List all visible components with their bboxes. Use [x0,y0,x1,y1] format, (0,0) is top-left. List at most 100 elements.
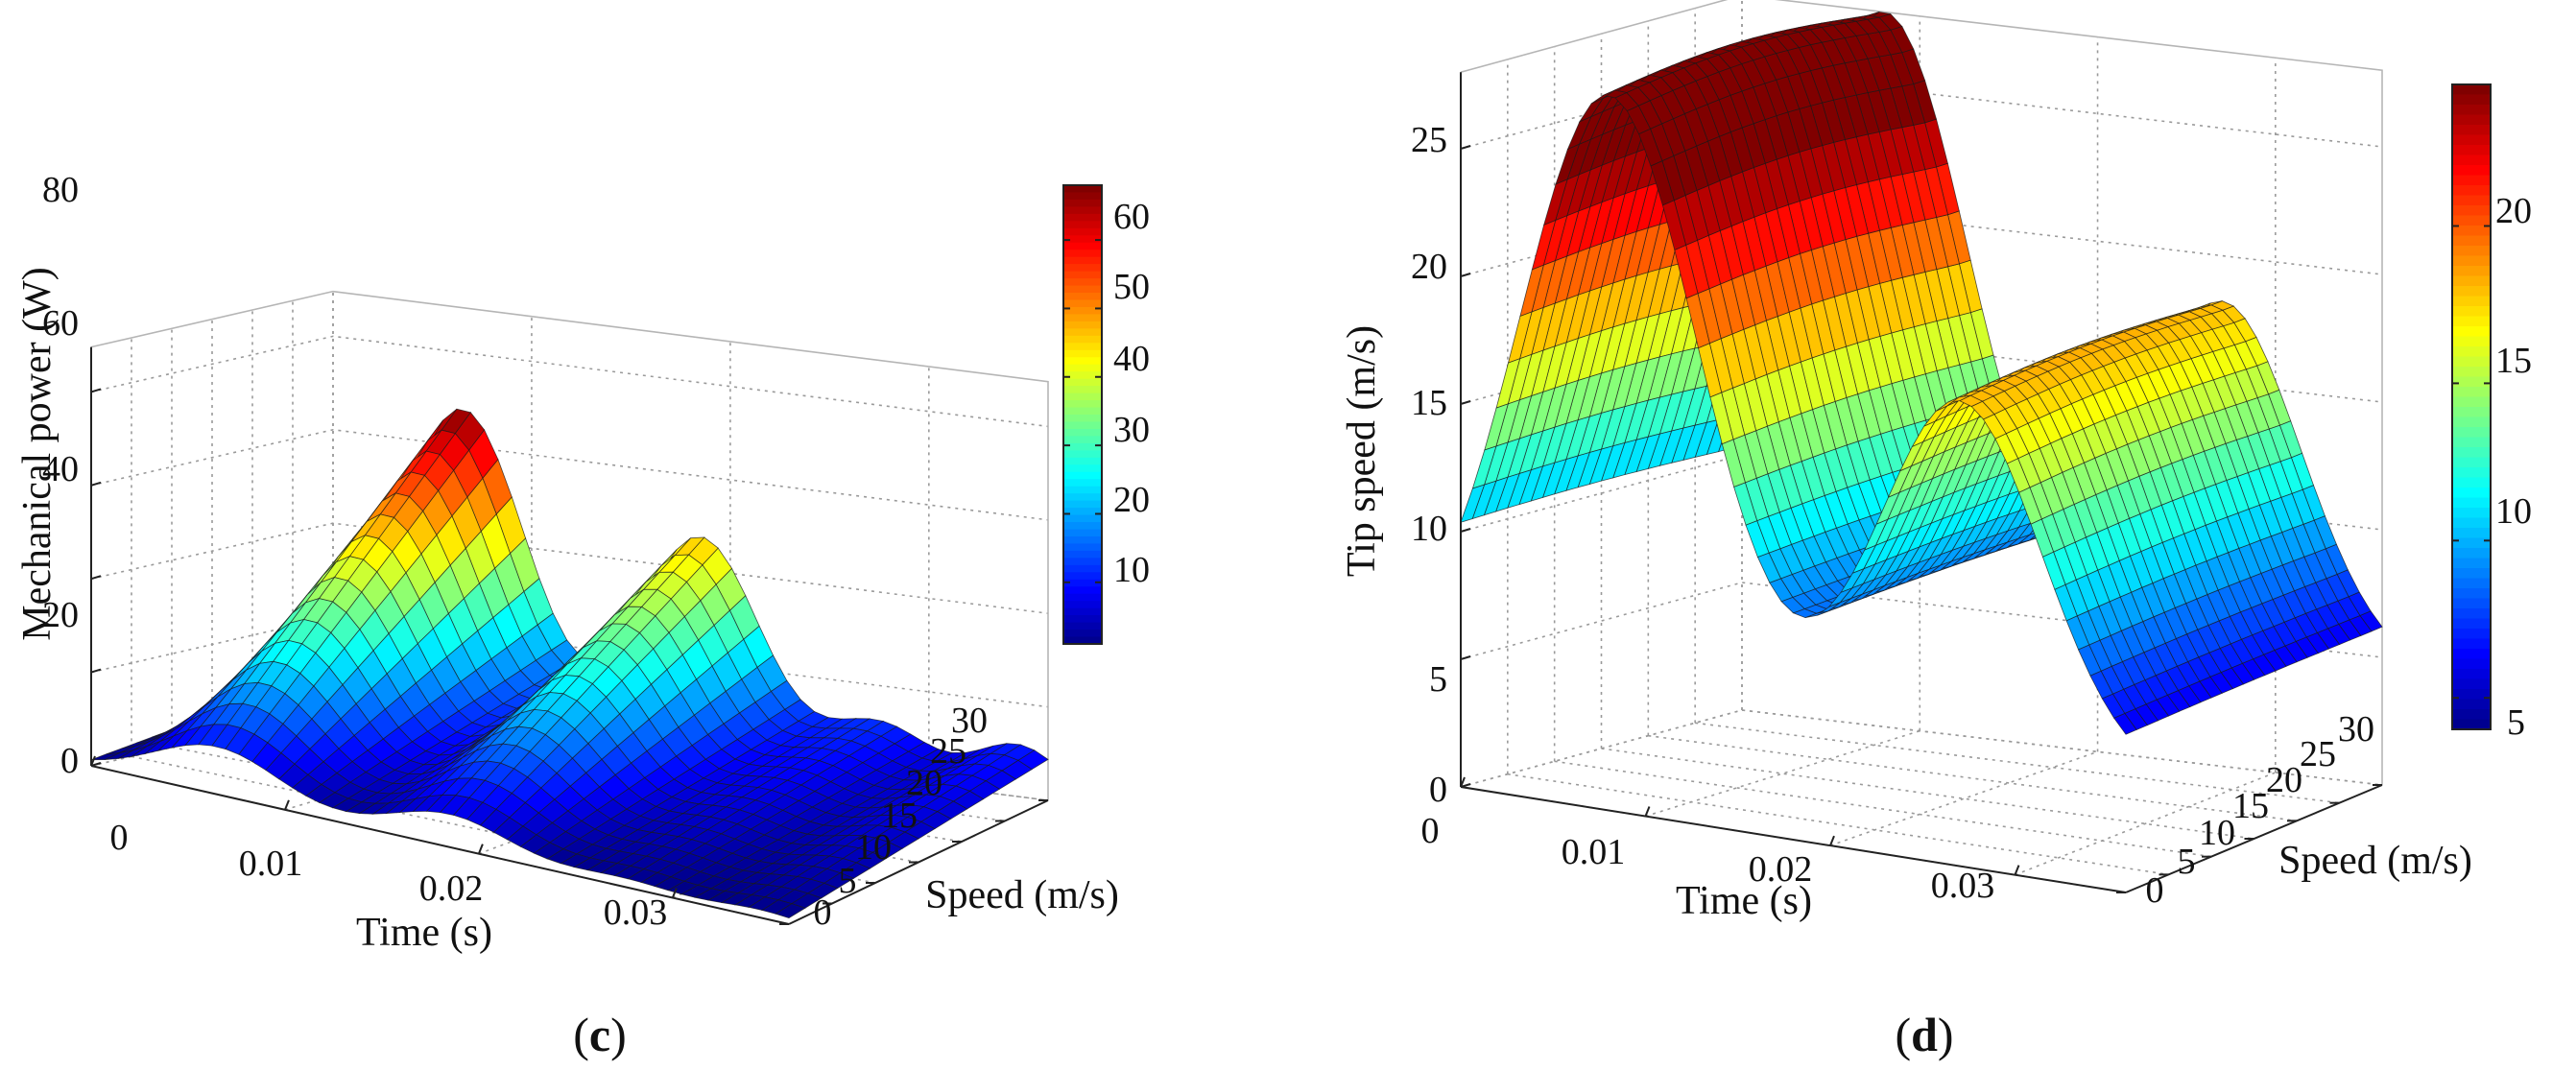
c-x-tickmark [671,888,678,898]
c-colorbar-cell [1063,550,1102,559]
c-caption: (c) [573,1008,627,1061]
d-grid-line [1601,748,2254,840]
c-z-tickmark [90,481,102,487]
c-colorbar-cell [1063,328,1102,337]
d-colorbar-cell [2452,235,2491,247]
c-colorbar-cell [1063,415,1102,423]
c-colorbar-cell [1063,400,1102,409]
c-colorbar-cell [1063,407,1102,416]
c-colorbar-cell [1063,479,1102,487]
d-colorbar-cell [2452,508,2491,519]
d-y-tick: 20 [2266,760,2302,800]
c-colorbar-cell [1063,529,1102,537]
d-colorbar-cell [2452,94,2491,106]
d-colorbar-cell [2452,427,2491,439]
d-colorbar-cell [2452,457,2491,468]
c-z-tick: 20 [42,595,79,635]
c-z-tickmark [90,762,102,767]
d-x-tickmark [2014,865,2020,876]
d-colorbar-cell [2452,84,2491,96]
c-colorbar-cell [1063,242,1102,251]
d-cbar-tick: 20 [2495,191,2532,231]
d-colorbar-cell [2452,467,2491,479]
d-colorbar-frame [2451,83,2492,730]
d-colorbar-cell [2452,528,2491,539]
c-colorbar-cell [1063,256,1102,265]
c-colorbar-cell [1063,206,1102,215]
c-colorbar-cell [1063,508,1102,516]
c-colorbar-cell [1063,293,1102,301]
c-y-tick: 30 [951,701,988,741]
c-x-tick: 0 [110,818,129,858]
d-colorbar-cell [2452,447,2491,459]
c-colorbar-cell [1063,593,1102,602]
d-z-tick: 10 [1411,509,1447,549]
d-colorbar-cell [2452,145,2491,156]
c-colorbar-cell [1063,213,1102,223]
c-y-tick: 10 [855,827,892,868]
d-colorbar-cell [2452,205,2491,217]
d-surface [1460,12,2383,735]
d-colorbar-cell [2452,608,2491,620]
c-colorbar-cell [1063,364,1102,372]
d-colorbar-cell [2452,316,2491,327]
d-y-tick: 30 [2338,709,2374,749]
c-colorbar-cell [1063,464,1102,473]
d-grid-line [2015,772,2277,876]
d-z-tickmark [1460,400,1471,405]
c-y-tick: 15 [881,796,918,836]
c-colorbar-cell [1063,264,1102,273]
c-colorbar-frame [1062,184,1103,645]
d-z-tick: 5 [1429,659,1447,700]
c-colorbar-cell [1063,486,1102,494]
c-colorbar-cell [1063,601,1102,609]
c-z-tickmark [90,575,102,581]
d-x-tick: 0.03 [1931,866,1995,906]
d-colorbar-cell [2452,568,2491,580]
d-z-tickmark [1460,145,1471,150]
c-caption-letter: c [589,1008,610,1061]
d-z-tickmark [1460,528,1471,533]
c-z-tick: 40 [42,449,79,489]
d-colorbar-cell [2452,387,2491,398]
d-colorbar-cell [2452,367,2491,378]
d-colorbar-cell [2452,175,2491,186]
d-colorbar-cell [2452,105,2491,116]
d-colorbar-cell [2452,719,2491,730]
c-x-tick: 0.03 [604,892,668,933]
c-x-tickmark [477,844,484,855]
c-colorbar-cell [1063,321,1102,330]
d-colorbar-cell [2452,558,2491,569]
d-colorbar-cell [2452,215,2491,226]
d-colorbar-cell [2452,165,2491,177]
c-cbar-tick: 10 [1113,550,1150,590]
c-colorbar-cell [1063,572,1102,581]
d-x-tick: 0.02 [1749,849,1813,890]
c-colorbar-cell [1063,630,1102,638]
d-colorbar-cell [2452,326,2491,338]
c-y-tick: 0 [814,892,832,933]
c-grid-line [90,335,1049,428]
d-z-tick: 0 [1429,770,1447,810]
c-surface [90,408,1049,919]
c-x-tickmark [90,755,96,767]
c-z-tick: 0 [60,741,79,781]
d-xlabel: Time (s) [1676,879,1812,923]
d-colorbar-cell [2452,487,2491,499]
c-axes [90,346,1049,925]
d-cbar-tick: 15 [2495,341,2532,381]
d-colorbar-cell [2452,306,2491,318]
c-colorbar-cell [1063,450,1102,459]
d-z-tick: 20 [1411,247,1447,287]
c-z-tick: 60 [42,303,79,344]
d-cbar-tick: 10 [2495,491,2532,532]
c-colorbar-cell [1063,514,1102,523]
c-ylabel: Speed (m/s) [925,873,1119,917]
d-colorbar-cell [2452,598,2491,609]
d-y-tick: 25 [2300,734,2336,774]
c-colorbar-cell [1063,371,1102,380]
d-x-tickmark [1644,806,1651,817]
c-y-tick: 20 [906,763,942,803]
d-y-tick: 10 [2199,813,2235,853]
